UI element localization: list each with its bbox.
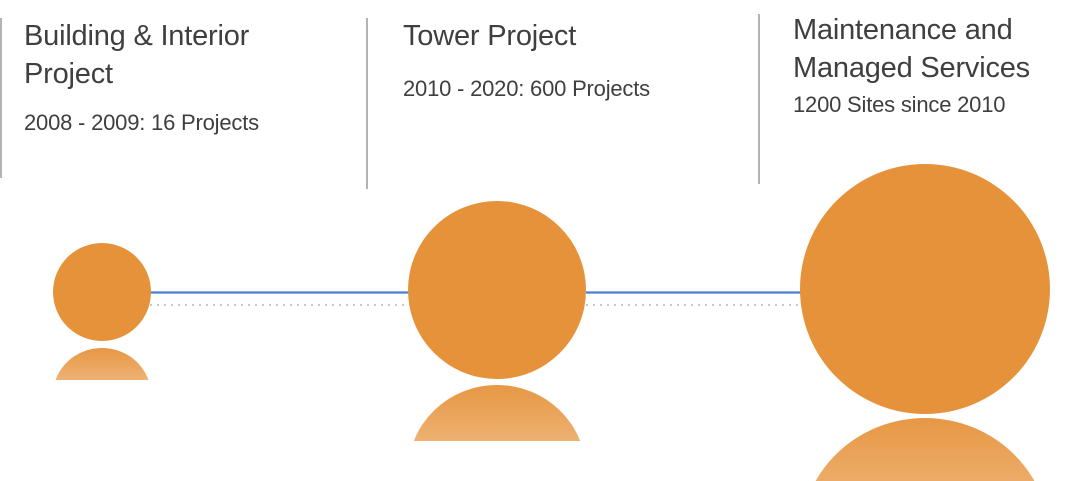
stage-2-circle <box>408 201 586 379</box>
stage-1-reflection <box>53 348 151 442</box>
stage-3-circle <box>800 164 1050 414</box>
stage-2-reflection <box>408 385 586 481</box>
stage-3-reflection <box>800 418 1050 481</box>
stage-1-circle <box>53 243 151 341</box>
